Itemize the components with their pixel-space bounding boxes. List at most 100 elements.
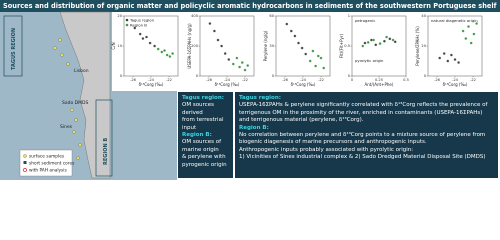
tagus-frame (3, 15, 23, 77)
scatter-point (227, 58, 231, 61)
scatter-point (457, 61, 461, 64)
map-label: Sado DMDS (62, 100, 88, 106)
box-text: OM sources of (182, 139, 222, 146)
y-tick-label: 60 (269, 14, 274, 18)
y-tick-label: 0.5 (344, 44, 350, 48)
x-tick-label: -24 (300, 78, 307, 82)
y-axis-label: C/N (111, 42, 116, 49)
box-text: from terrestrial input (182, 117, 224, 131)
x-tick-label: -22 (470, 78, 476, 82)
scatter-point (212, 29, 216, 33)
scatter-point (238, 65, 242, 69)
scatter-point (467, 25, 470, 28)
x-tick-label: -26 (434, 78, 441, 82)
plot-frame (427, 15, 483, 77)
scatter-point (393, 40, 397, 44)
y-tick-label: 200 (191, 44, 199, 48)
scatter-point (141, 37, 145, 40)
scatter-point (231, 62, 235, 66)
scatter-point (464, 37, 468, 40)
scatter-point (438, 56, 442, 60)
scatter-point (156, 47, 160, 51)
scatter-point (133, 26, 137, 30)
box-heading: Tagus region: (239, 95, 281, 101)
scatter-point (378, 42, 382, 45)
box-text: pyrogenic origin (182, 161, 227, 168)
scatter-point (472, 32, 476, 36)
scatter-point (304, 52, 308, 56)
x-axis-label: δ¹³Corg (‰) (139, 82, 164, 87)
scatter-point (285, 22, 289, 26)
scatter-point (160, 50, 164, 54)
plot-frame (275, 15, 331, 77)
y-axis-label: Perylene (ng/g) (263, 30, 268, 61)
legend-symbol (125, 23, 129, 27)
x-axis-label: δ¹³Corg (‰) (291, 82, 316, 87)
scatter-point (361, 44, 365, 48)
box-heading: Tagus region: (182, 95, 224, 101)
box-heading: Region B: (182, 132, 212, 139)
scatter-point (300, 46, 304, 50)
y-tick-label: 0 (196, 74, 199, 78)
scatter-point (450, 53, 453, 57)
map-legend (19, 149, 73, 177)
y-axis-label: Perylene/ΣPAHs (%) (415, 26, 420, 66)
y-tick-label: 0 (120, 74, 123, 78)
legend-symbol (125, 18, 129, 22)
scatter-point (163, 49, 166, 52)
figure: TAGUS REGION REGION B Lisbon Sado DMDS Sines… (0, 11, 483, 180)
x-axis-label: Ant/(Ant+Phe) (365, 82, 394, 87)
scatter-point (246, 64, 250, 67)
plot-frame (199, 15, 255, 77)
legend-text: surface samples (29, 154, 65, 160)
y-tick-label: 400 (191, 14, 199, 18)
y-tick-label: 0 (348, 74, 351, 78)
x-tick-label: -24 (452, 78, 459, 82)
box-text: OM sources derived (182, 102, 214, 116)
scatter-point (220, 44, 224, 48)
y-tick-label: 0 (424, 74, 427, 78)
scatter-point (223, 52, 227, 55)
left-summary: Tagus region: OM sources derived from terr… (178, 92, 233, 178)
scatter-point (145, 35, 148, 39)
y-tick-label: 20 (117, 14, 122, 18)
box-text: and terrigenous material (perylene, δ¹³C… (239, 117, 364, 124)
scatter-point (383, 39, 386, 43)
scatter-point (216, 38, 220, 42)
box-text: & perylene with (182, 154, 226, 161)
plot-frame (351, 15, 407, 77)
region-b-frame (95, 99, 113, 177)
scatter-point (208, 22, 212, 25)
scatter-point (314, 64, 318, 68)
y-tick-label: 1 (348, 14, 350, 18)
scatter-point (138, 32, 142, 36)
annotation: natural diagenetic origin (431, 18, 478, 23)
scatter-point (165, 53, 169, 57)
box-text: 1) Vicinities of Sines industrial comple… (239, 154, 486, 161)
scatter-point (297, 41, 300, 45)
legend-symbol (23, 154, 27, 158)
scatter-point (372, 38, 376, 42)
x-tick-label: 0.25 (375, 78, 383, 82)
scatter-point (374, 43, 378, 47)
scatter-point (171, 52, 175, 55)
scatter-point (446, 59, 450, 63)
plot-frame (123, 15, 179, 77)
scatter-point (322, 66, 326, 70)
y-tick-label: 30 (269, 44, 274, 48)
x-tick-label: -22 (242, 78, 248, 82)
graphical-abstract: Sources and distribution of organic matt… (0, 0, 500, 180)
x-tick-label: -24 (148, 78, 155, 82)
scatter-point (442, 52, 446, 55)
x-tick-label: -26 (130, 78, 137, 82)
box-text: marine origin (182, 146, 219, 153)
annotation: petrogenic (355, 18, 375, 23)
box-text: Anthropogenic inputs probably associated… (239, 146, 414, 153)
right-summary: Tagus region: USEPA-16ΣPAHs & perylene si… (235, 92, 498, 178)
scatter-point (311, 49, 315, 53)
box-text: biogenic diagenesis of marine precursors… (239, 139, 427, 146)
x-tick-label: -22 (166, 78, 172, 82)
legend-symbol (23, 168, 27, 172)
scatter-point (469, 41, 473, 45)
scatter-point (235, 56, 239, 60)
